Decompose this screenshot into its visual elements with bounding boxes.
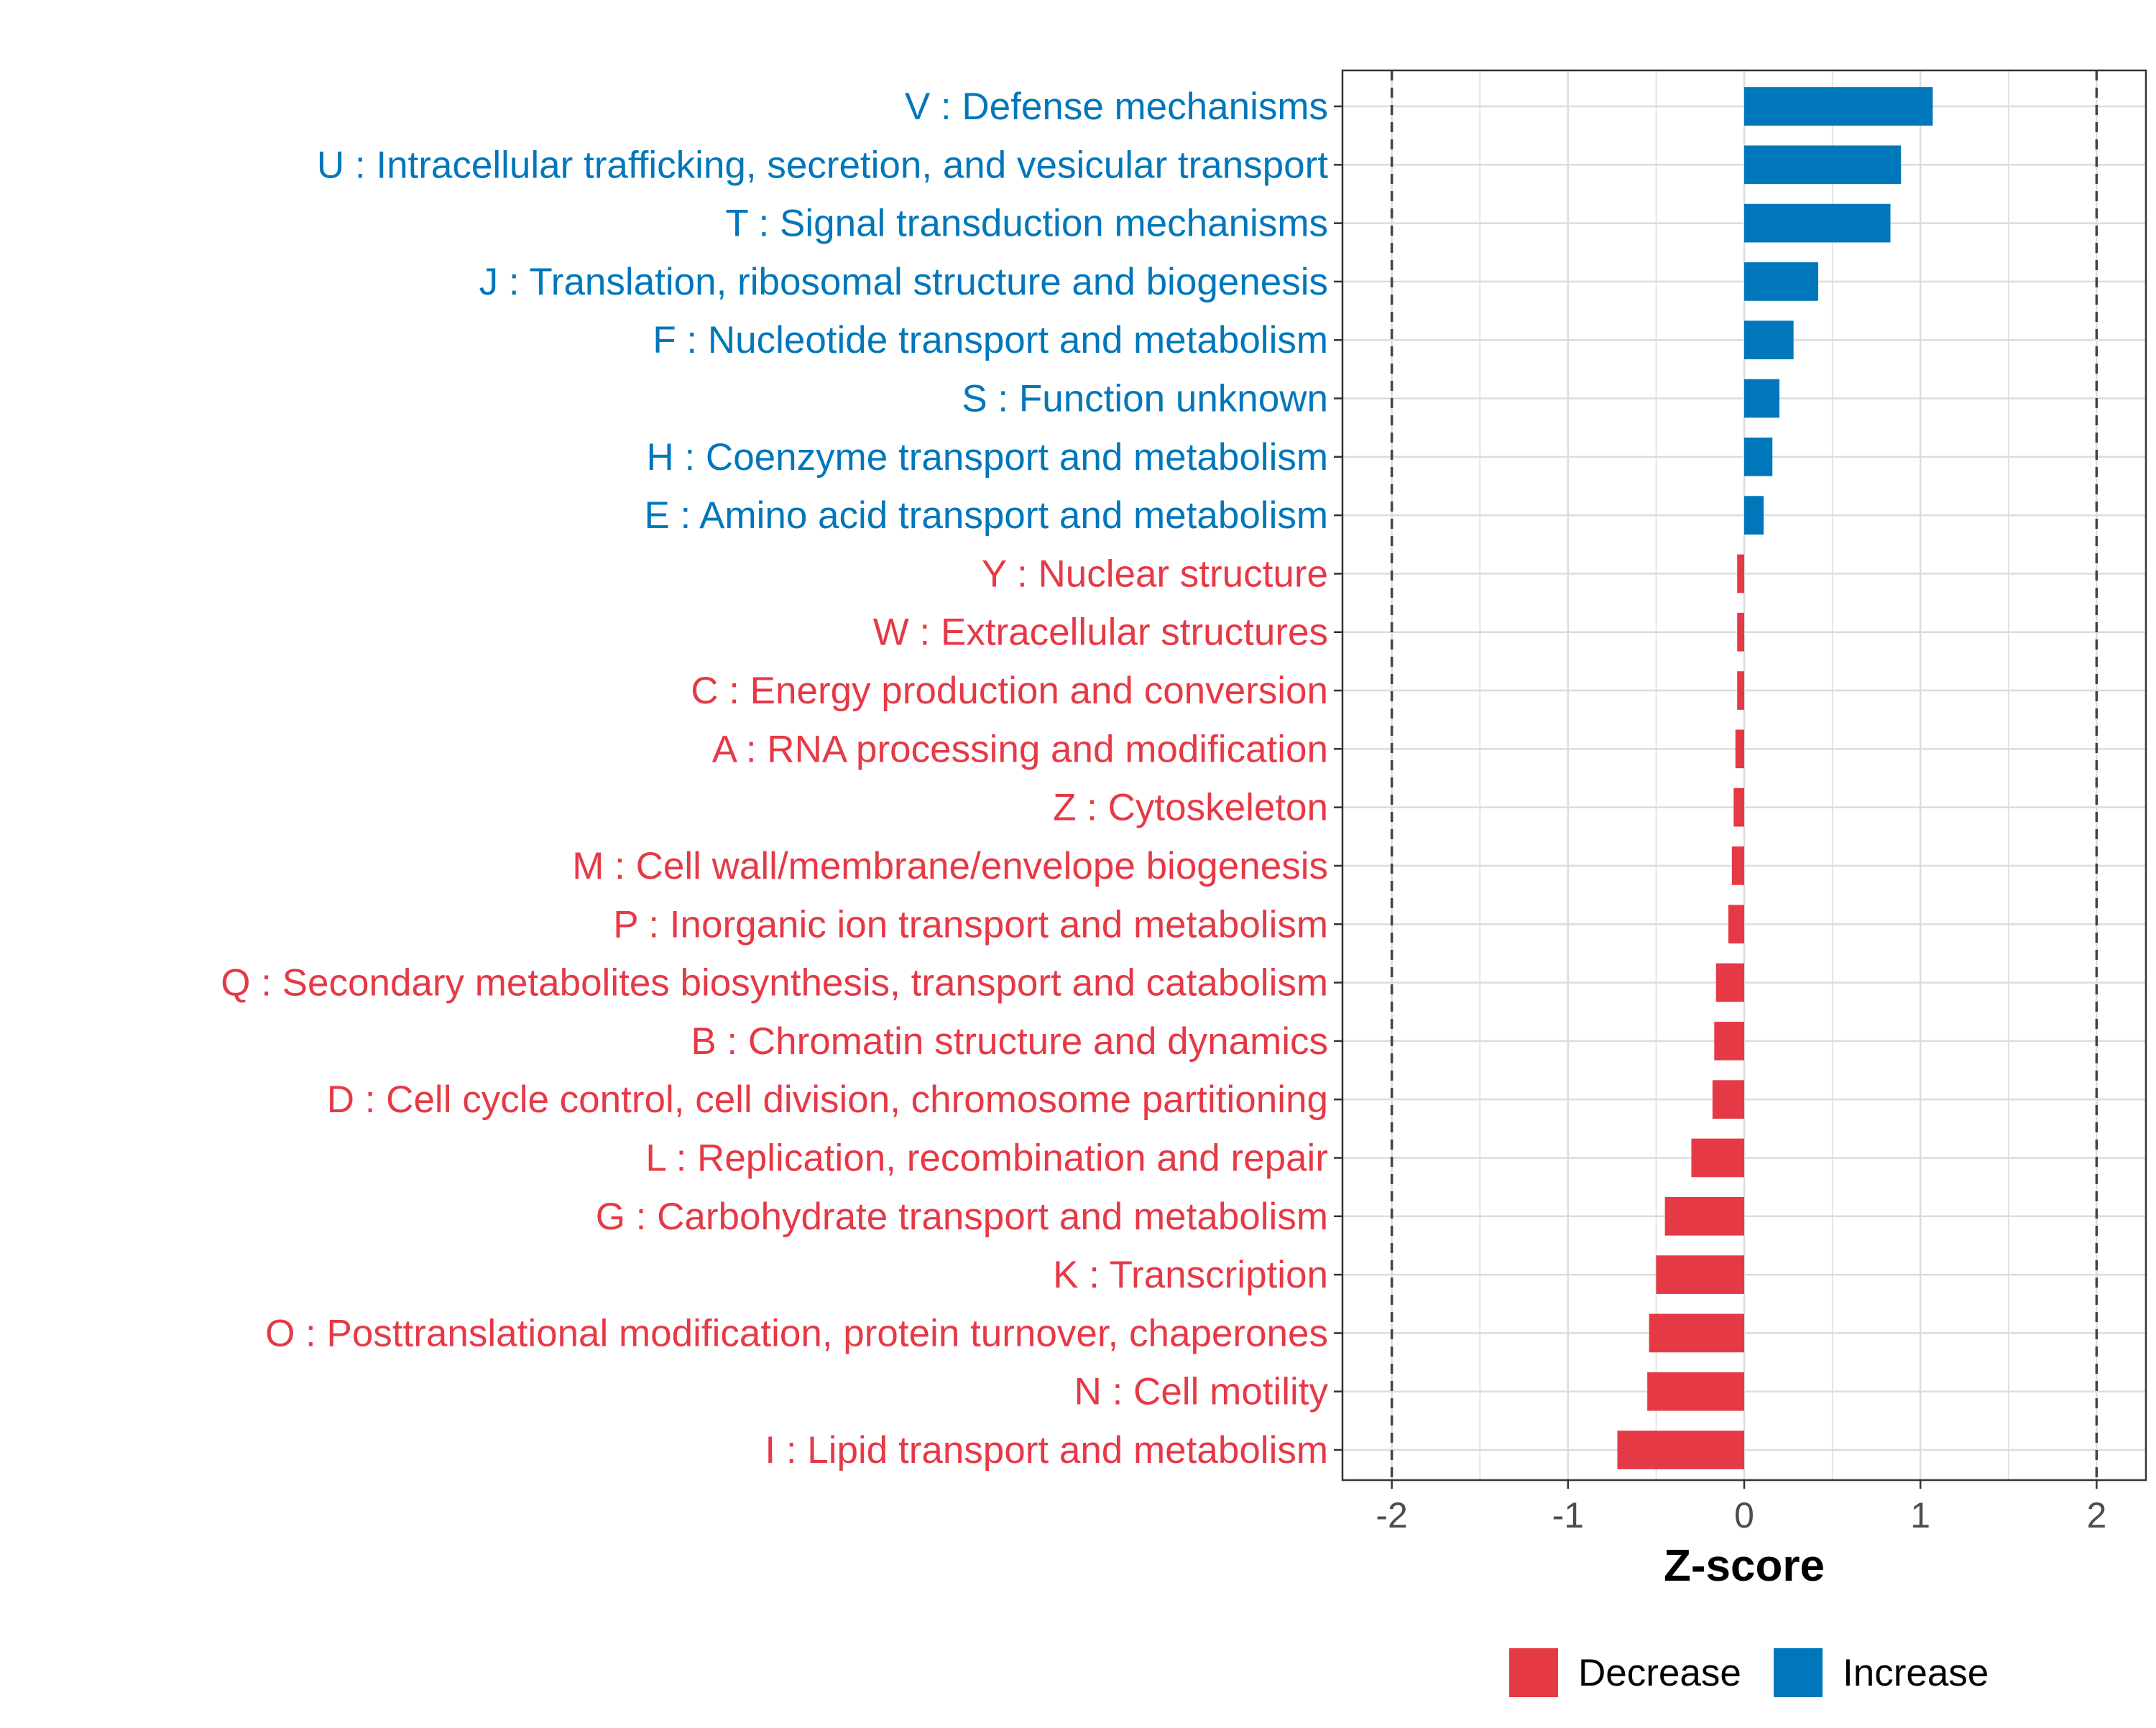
bar-n: [1647, 1372, 1744, 1411]
bar-s: [1744, 379, 1780, 418]
category-label: M : Cell wall/membrane/envelope biogenes…: [572, 845, 1328, 887]
bar-e: [1744, 496, 1764, 535]
category-label: J : Translation, ribosomal structure and…: [479, 261, 1328, 303]
category-label: D : Cell cycle control, cell division, c…: [327, 1078, 1328, 1121]
bars: [1617, 87, 1933, 1469]
category-label: E : Amino acid transport and metabolism: [644, 494, 1328, 537]
category-label: V : Defense mechanisms: [905, 86, 1328, 128]
bar-a: [1735, 729, 1744, 769]
bar-w: [1737, 612, 1744, 652]
legend-label-increase: Increase: [1843, 1652, 1989, 1694]
bar-f: [1744, 320, 1794, 360]
category-label: Y : Nuclear structure: [982, 553, 1328, 595]
x-tick-label: 0: [1734, 1495, 1754, 1535]
x-axis-title: Z-score: [1664, 1541, 1825, 1591]
legend-swatch-increase: [1774, 1648, 1823, 1697]
y-axis: V : Defense mechanisms U : Intracellular …: [221, 86, 1342, 1471]
bar-g: [1664, 1196, 1744, 1236]
bar-o: [1649, 1313, 1744, 1353]
category-label: G : Carbohydrate transport and metabolis…: [596, 1196, 1328, 1238]
category-label: N : Cell motility: [1074, 1371, 1329, 1413]
category-label: F : Nucleotide transport and metabolism: [653, 319, 1328, 361]
bar-z: [1733, 787, 1744, 827]
bar-h: [1744, 437, 1773, 476]
bar-d: [1712, 1080, 1744, 1119]
category-label: P : Inorganic ion transport and metaboli…: [613, 903, 1328, 946]
category-label: U : Intracellular trafficking, secretion…: [317, 144, 1328, 186]
category-label: T : Signal transduction mechanisms: [725, 203, 1328, 245]
category-label: I : Lipid transport and metabolism: [765, 1429, 1328, 1471]
legend-label-decrease: Decrease: [1578, 1652, 1741, 1694]
bar-k: [1656, 1255, 1744, 1294]
category-label: A : RNA processing and modification: [712, 728, 1328, 770]
bar-b: [1714, 1022, 1744, 1061]
x-tick-label: -1: [1552, 1495, 1584, 1535]
legend-swatch-decrease: [1509, 1648, 1558, 1697]
category-label: C : Energy production and conversion: [691, 670, 1328, 712]
x-tick-label: -2: [1376, 1495, 1407, 1535]
bar-i: [1617, 1431, 1744, 1469]
bar-p: [1728, 905, 1744, 944]
bar-u: [1744, 145, 1902, 185]
x-tick-label: 2: [2086, 1495, 2106, 1535]
bar-m: [1731, 846, 1744, 885]
category-label: L : Replication, recombination and repai…: [645, 1137, 1328, 1179]
category-label: H : Coenzyme transport and metabolism: [646, 436, 1328, 479]
category-label: Z : Cytoskeleton: [1053, 787, 1328, 829]
bar-j: [1744, 262, 1818, 301]
reference-lines: [1390, 70, 2099, 1480]
x-tick-label: 1: [1910, 1495, 1930, 1535]
category-label: B : Chromatin structure and dynamics: [691, 1020, 1328, 1063]
x-axis: -2 -1 0 1 2: [1376, 1480, 2106, 1535]
category-label: W : Extracellular structures: [873, 611, 1328, 654]
bar-t: [1744, 203, 1891, 243]
bar-l: [1691, 1138, 1744, 1178]
category-label: K : Transcription: [1053, 1254, 1328, 1296]
category-label: Q : Secondary metabolites biosynthesis, …: [221, 962, 1328, 1004]
bar-v: [1744, 87, 1933, 126]
bar-c: [1737, 671, 1744, 710]
category-label: O : Posttranslational modification, prot…: [265, 1312, 1328, 1354]
bar-q: [1715, 963, 1744, 1002]
category-label: S : Function unknown: [962, 378, 1328, 420]
legend: Decrease Increase: [1509, 1648, 1989, 1697]
bar-y: [1737, 554, 1744, 593]
